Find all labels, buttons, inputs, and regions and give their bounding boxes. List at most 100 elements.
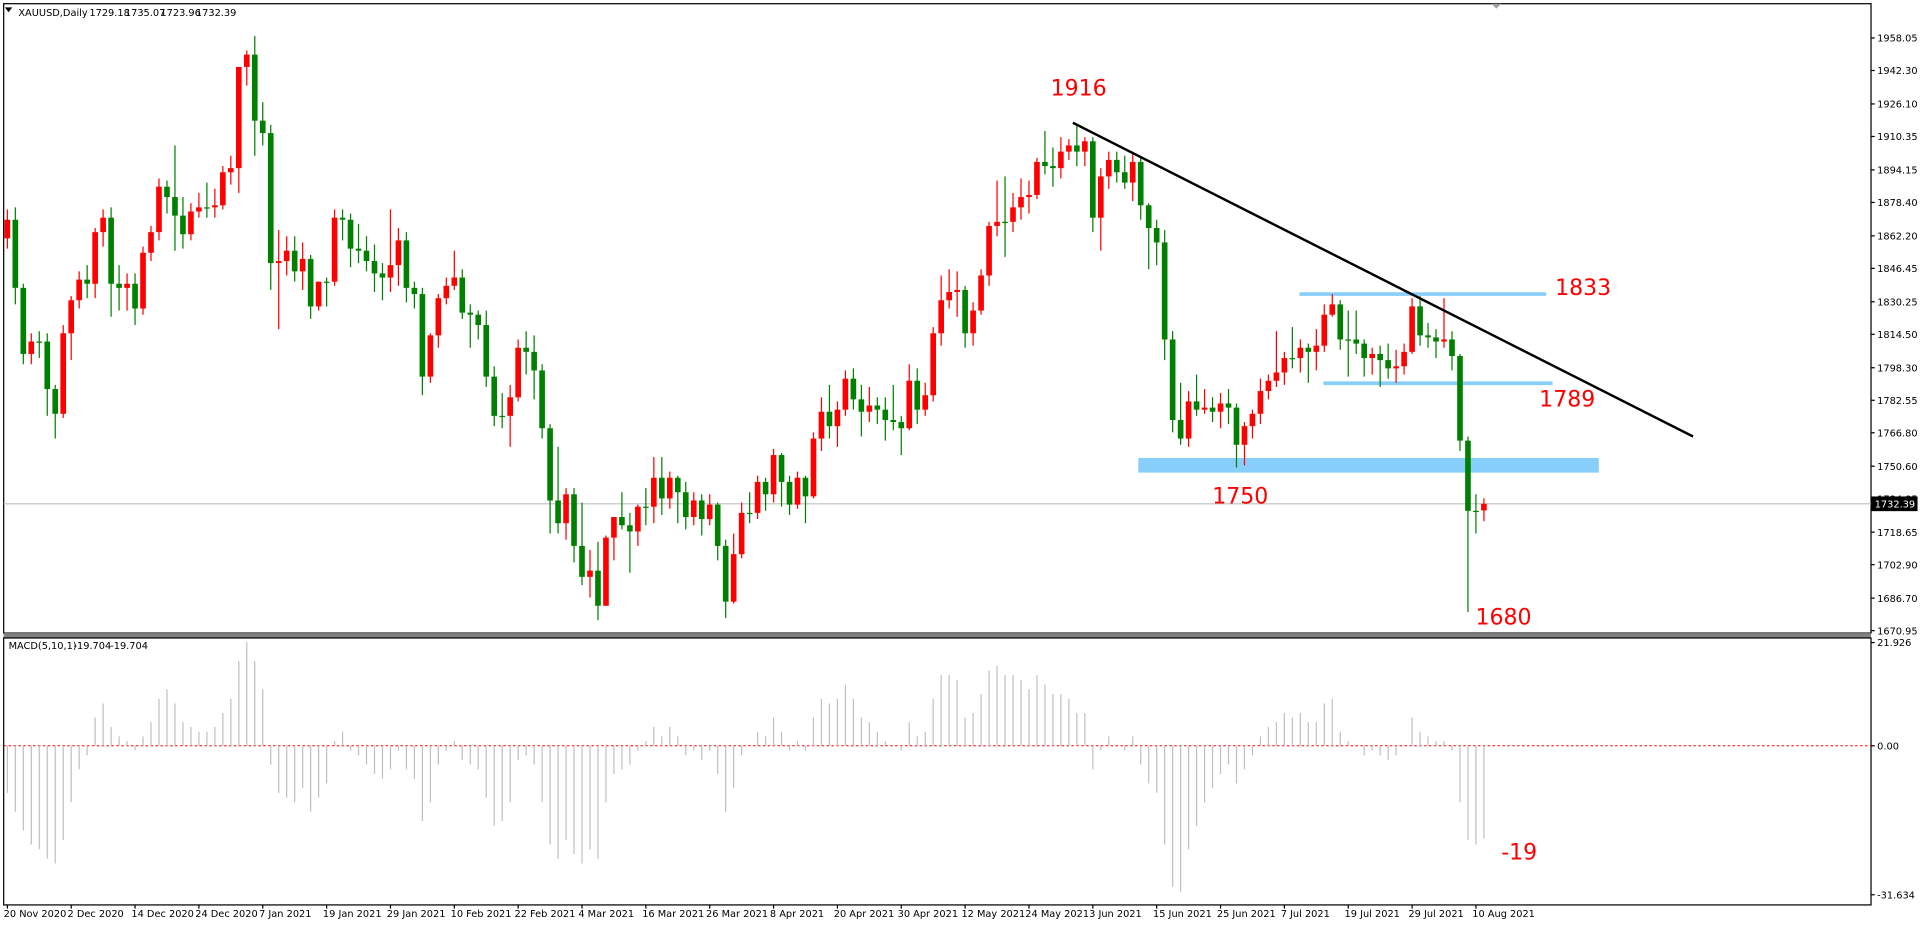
pane-separator — [3, 633, 1872, 638]
candle-body — [140, 252, 146, 309]
candle-body — [1321, 314, 1328, 346]
x-tick-label: 24 Dec 2020 — [195, 909, 258, 920]
candle-body — [1305, 347, 1312, 352]
candle-body — [587, 570, 593, 577]
y-tick-label: 1718.65 — [1877, 528, 1917, 539]
candle-body — [603, 537, 609, 606]
candle-body — [395, 240, 402, 266]
candle-body — [1249, 413, 1256, 427]
candle-body — [1401, 351, 1407, 367]
x-tick-label: 8 Apr 2021 — [770, 909, 824, 920]
annotation: 1789 — [1539, 388, 1595, 413]
candle-body — [674, 477, 681, 493]
candle-body — [1129, 161, 1136, 183]
candle-body — [1473, 510, 1479, 513]
x-tick-label: 24 May 2021 — [1025, 909, 1089, 920]
x-tick-label: 30 Apr 2021 — [898, 909, 958, 920]
candle-body — [1002, 221, 1008, 224]
candle-body — [1337, 304, 1344, 340]
candle-body — [148, 232, 154, 253]
candle-body — [1385, 360, 1391, 369]
candle-body — [1121, 172, 1128, 183]
candle-body — [954, 289, 960, 292]
candle-body — [164, 186, 170, 198]
candle-body — [1137, 161, 1144, 206]
candle-body — [906, 380, 913, 429]
candle-body — [92, 232, 98, 284]
y-tick-label: 1702.90 — [1877, 560, 1917, 571]
candle-body — [810, 438, 817, 497]
candle-body — [850, 378, 857, 400]
candle-body — [451, 277, 458, 286]
candle-body — [52, 389, 59, 414]
candle-body — [1313, 345, 1320, 352]
candle-body — [938, 300, 944, 334]
candle-body — [778, 455, 785, 482]
menu-arrow[interactable] — [4, 7, 13, 13]
candle-body — [1217, 403, 1224, 412]
candle-body — [1026, 194, 1032, 198]
candle-body — [555, 500, 561, 524]
x-tick-label: 2 Dec 2020 — [68, 909, 124, 920]
candle-body — [1034, 161, 1040, 195]
candle-body — [770, 455, 777, 495]
candle-body — [347, 219, 354, 249]
header-open: 1729.18 — [89, 8, 129, 19]
candle-body — [563, 494, 569, 524]
candle-body — [659, 477, 665, 499]
candle-body — [890, 419, 897, 423]
chart-shift-marker[interactable] — [1491, 3, 1502, 9]
candle-body — [970, 310, 976, 334]
y-tick-label: 1670.95 — [1877, 626, 1917, 637]
candle-body — [762, 481, 769, 495]
candle-body — [483, 325, 490, 377]
candle-body — [1361, 343, 1368, 359]
candle-body — [435, 298, 442, 336]
candle-body — [619, 516, 625, 526]
candle-body — [986, 225, 992, 276]
candle-body — [411, 287, 418, 295]
candle-body — [251, 54, 258, 121]
candle-body — [1097, 176, 1104, 218]
candle-body — [188, 211, 194, 235]
x-tick-label: 12 May 2021 — [961, 909, 1025, 920]
candle-body — [355, 248, 362, 251]
candle-body — [467, 312, 474, 315]
candle-body — [1425, 335, 1431, 338]
candle-body — [307, 258, 314, 307]
y-tick-label: 1894.15 — [1877, 166, 1917, 177]
candle-body — [1058, 151, 1064, 169]
candle-body — [1433, 337, 1439, 342]
candle-body — [1265, 380, 1272, 392]
candle-body — [132, 283, 138, 309]
candle-body — [1281, 358, 1288, 373]
candle-body — [898, 422, 905, 429]
candle-body — [1465, 440, 1471, 511]
candle-body — [20, 287, 27, 354]
candle-body — [1018, 197, 1024, 208]
candle-body — [738, 512, 745, 555]
y-tick-label: 1814.50 — [1877, 330, 1917, 341]
candle-body — [180, 215, 186, 235]
y-tick-label: 1846.45 — [1877, 264, 1917, 275]
candle-body — [1409, 306, 1415, 352]
candle-body — [1177, 419, 1184, 439]
candle-body — [842, 378, 849, 410]
candle-body — [1449, 339, 1455, 356]
x-tick-label: 3 Jun 2021 — [1089, 909, 1142, 920]
candle-body — [1010, 207, 1016, 222]
candle-body — [643, 506, 649, 508]
candle-body — [1369, 353, 1375, 359]
candle-body — [1042, 161, 1048, 167]
candle-body — [339, 217, 346, 220]
macd-pane-frame — [3, 637, 1872, 906]
candle-body — [914, 380, 921, 410]
candle-body — [690, 500, 697, 517]
candle-body — [698, 500, 705, 520]
y-tick-label: 1830.25 — [1877, 297, 1917, 308]
x-tick-label: 16 Mar 2021 — [642, 909, 704, 920]
candle-body — [212, 205, 218, 208]
macd-signal-value: -19.704 — [110, 641, 148, 652]
candle-body — [666, 477, 673, 499]
